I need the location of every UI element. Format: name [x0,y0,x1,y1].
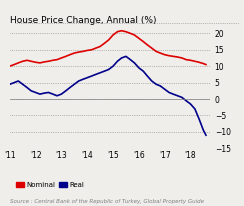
Text: Source : Central Bank of the Republic of Turkey, Global Property Guide: Source : Central Bank of the Republic of… [10,199,204,204]
Legend: Nominal, Real: Nominal, Real [13,179,87,191]
Text: House Price Change, Annual (%): House Price Change, Annual (%) [10,16,156,25]
